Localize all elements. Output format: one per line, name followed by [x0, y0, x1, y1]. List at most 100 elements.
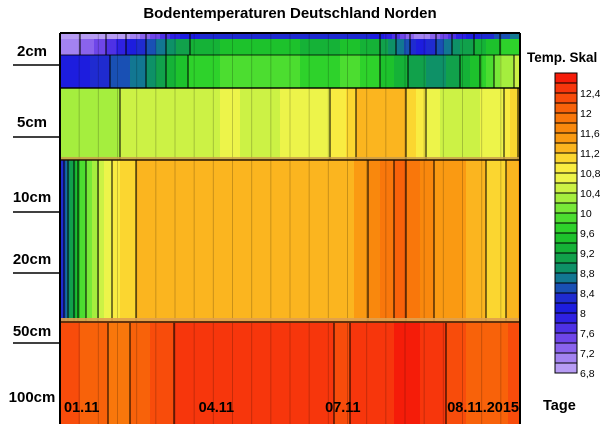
heatmap-cell — [468, 55, 471, 88]
heatmap-top-strip-cell — [90, 33, 93, 39]
heatmap-cell — [218, 160, 221, 235]
heatmap-top-strip-cell — [188, 33, 191, 39]
heatmap-cell — [470, 368, 473, 424]
heatmap-cell — [342, 322, 345, 368]
heatmap-cell — [354, 368, 357, 424]
heatmap-cell — [132, 160, 135, 235]
heatmap-cell — [490, 235, 493, 322]
legend-value-label: 8,4 — [580, 288, 595, 300]
heatmap-cell — [412, 160, 415, 235]
heatmap-cell — [462, 322, 465, 368]
heatmap-cell — [340, 368, 343, 424]
heatmap-top-strip-cell — [394, 33, 397, 39]
heatmap-cell — [444, 235, 447, 322]
heatmap-top-strip-cell — [456, 33, 459, 39]
heatmap-cell — [326, 160, 329, 235]
heatmap-cell — [330, 33, 333, 55]
heatmap-cell — [428, 88, 431, 160]
heatmap-cell — [90, 368, 93, 424]
heatmap-cell — [110, 322, 113, 368]
heatmap-cell — [90, 33, 93, 55]
heatmap-top-strip-cell — [386, 33, 389, 39]
heatmap-cell — [172, 160, 175, 235]
heatmap-cell — [114, 55, 117, 88]
heatmap-cell — [78, 55, 81, 88]
legend-color-block — [554, 122, 578, 134]
heatmap-cell — [170, 235, 173, 322]
heatmap-cell — [230, 322, 233, 368]
heatmap-cell — [394, 160, 397, 235]
heatmap-cell — [252, 160, 255, 235]
heatmap-cell — [304, 322, 307, 368]
heatmap-top-strip-cell — [206, 33, 209, 39]
heatmap-cell — [128, 55, 131, 88]
heatmap-top-strip-cell — [190, 33, 193, 39]
heatmap-cell — [392, 33, 395, 55]
heatmap-cell — [482, 368, 485, 424]
heatmap-cell — [144, 55, 147, 88]
heatmap-cell — [416, 55, 419, 88]
heatmap-cell — [454, 88, 457, 160]
heatmap-top-strip-cell — [396, 33, 399, 39]
heatmap-cell — [178, 368, 181, 424]
heatmap-cell — [168, 88, 171, 160]
heatmap-top-strip-cell — [244, 33, 247, 39]
heatmap-cell — [142, 55, 145, 88]
heatmap-cell — [310, 33, 313, 55]
heatmap-top-strip-cell — [376, 33, 379, 39]
heatmap-cell — [124, 88, 127, 160]
heatmap-cell — [162, 33, 165, 55]
heatmap-cell — [354, 88, 357, 160]
heatmap-cell — [70, 322, 73, 368]
heatmap-cell — [302, 322, 305, 368]
heatmap-cell — [466, 160, 469, 235]
heatmap-top-strip-cell — [272, 33, 275, 39]
heatmap-cell — [224, 160, 227, 235]
heatmap-cell — [136, 368, 139, 424]
heatmap-cell — [130, 88, 133, 160]
heatmap-cell — [276, 55, 279, 88]
heatmap-top-strip-cell — [154, 33, 157, 39]
heatmap-top-strip-cell — [236, 33, 239, 39]
heatmap-cell — [198, 368, 201, 424]
heatmap-cell — [348, 160, 351, 235]
heatmap-cell — [206, 33, 209, 55]
heatmap-cell — [76, 160, 79, 235]
heatmap-top-strip-cell — [112, 33, 115, 39]
heatmap-top-strip-cell — [322, 33, 325, 39]
heatmap-cell — [310, 322, 313, 368]
heatmap-cell — [106, 368, 109, 424]
heatmap-cell — [188, 88, 191, 160]
heatmap-cell — [246, 55, 249, 88]
heatmap-cell — [446, 55, 449, 88]
heatmap-cell — [388, 368, 391, 424]
heatmap-cell — [220, 235, 223, 322]
heatmap-cell — [326, 33, 329, 55]
heatmap-cell — [364, 235, 367, 322]
heatmap-cell — [174, 322, 177, 368]
heatmap-cell — [140, 235, 143, 322]
heatmap-cell — [122, 88, 125, 160]
heatmap-cell — [436, 88, 439, 160]
heatmap-cell — [72, 88, 75, 160]
heatmap-top-strip-cell — [388, 33, 391, 39]
heatmap-cell — [168, 322, 171, 368]
heatmap-cell — [296, 88, 299, 160]
heatmap-cell — [100, 322, 103, 368]
heatmap-cell — [248, 368, 251, 424]
heatmap-top-strip-cell — [350, 33, 353, 39]
heatmap-cell — [280, 88, 283, 160]
heatmap-top-strip-cell — [486, 33, 489, 39]
heatmap-cell — [180, 55, 183, 88]
heatmap-cell — [384, 368, 387, 424]
heatmap-cell — [190, 368, 193, 424]
heatmap-cell — [350, 55, 353, 88]
heatmap-cell — [208, 368, 211, 424]
heatmap-cell — [164, 33, 167, 55]
heatmap-cell — [104, 33, 107, 55]
heatmap-cell — [424, 235, 427, 322]
heatmap-cell — [132, 368, 135, 424]
heatmap-cell — [340, 55, 343, 88]
heatmap-cell — [68, 368, 71, 424]
heatmap-cell — [362, 368, 365, 424]
